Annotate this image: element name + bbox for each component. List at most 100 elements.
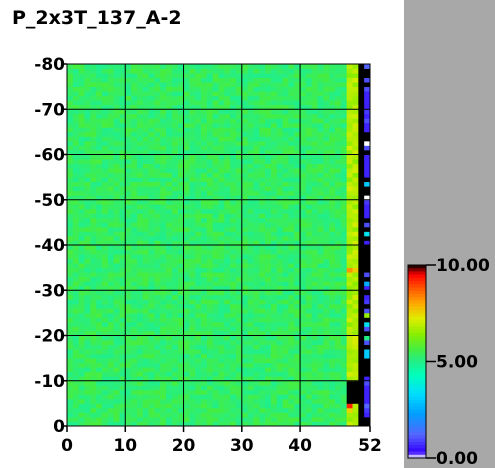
heatmap-cell — [148, 394, 155, 400]
heatmap-cell — [276, 326, 283, 332]
heatmap-cell — [189, 344, 196, 350]
heatmap-cell — [154, 86, 161, 92]
heatmap-cell — [125, 389, 132, 395]
heatmap-cell — [148, 367, 155, 373]
heatmap-cell — [317, 249, 324, 255]
heatmap-cell — [166, 113, 173, 119]
heatmap-cell — [90, 91, 97, 97]
heatmap-cell — [294, 109, 301, 115]
heatmap-cell — [131, 276, 138, 282]
heatmap-cell — [241, 199, 249, 205]
heatmap-cell — [125, 249, 132, 255]
heatmap-cell — [265, 416, 272, 422]
heatmap-cell — [201, 86, 208, 92]
heatmap-cell — [329, 407, 336, 413]
heatmap-cell — [235, 159, 243, 164]
heatmap-cell — [311, 136, 318, 142]
heatmap-cell — [364, 154, 371, 160]
heatmap-cell — [90, 172, 97, 178]
heatmap-cell — [218, 231, 225, 237]
heatmap-cell — [148, 263, 155, 269]
heatmap-cell — [177, 64, 184, 69]
heatmap-cell — [241, 317, 249, 323]
heatmap-cell — [195, 235, 202, 241]
heatmap-cell — [90, 199, 97, 205]
heatmap-cell — [78, 109, 85, 115]
heatmap-cell — [131, 272, 138, 278]
heatmap-cell — [206, 64, 214, 69]
heatmap-cell — [305, 344, 313, 350]
heatmap-cell — [206, 281, 214, 287]
heatmap-cell — [96, 263, 103, 269]
heatmap-cell — [305, 208, 313, 214]
heatmap-cell — [72, 312, 80, 318]
heatmap-cell — [218, 263, 225, 269]
heatmap-cell — [84, 326, 91, 332]
heatmap-cell — [340, 186, 348, 192]
heatmap-cell — [195, 317, 202, 323]
heatmap-cell — [183, 412, 190, 418]
heatmap-cell — [90, 267, 97, 273]
heatmap-cell — [230, 245, 237, 250]
heatmap-cell — [84, 77, 91, 83]
heatmap-cell — [96, 249, 103, 255]
heatmap-cell — [84, 154, 91, 160]
heatmap-cell — [265, 412, 272, 418]
heatmap-cell — [270, 254, 278, 259]
heatmap-cell — [67, 118, 74, 124]
heatmap-cell — [78, 290, 85, 296]
heatmap-cell — [294, 226, 301, 232]
heatmap-cell — [346, 154, 353, 160]
heatmap-cell — [265, 258, 272, 264]
heatmap-cell — [177, 416, 184, 422]
heatmap-cell — [305, 276, 313, 282]
heatmap-cell — [113, 86, 120, 92]
heatmap-cell — [90, 73, 97, 78]
heatmap-cell — [323, 113, 330, 119]
heatmap-cell — [230, 77, 237, 83]
heatmap-cell — [142, 231, 149, 237]
heatmap-cell — [253, 159, 260, 164]
heatmap-cell — [166, 231, 173, 237]
heatmap-cell — [241, 177, 249, 183]
heatmap-cell — [311, 403, 318, 409]
heatmap-cell — [154, 95, 161, 101]
heatmap-cell — [212, 73, 219, 78]
heatmap-cell — [230, 104, 237, 110]
heatmap-cell — [72, 100, 80, 106]
heatmap-cell — [235, 64, 243, 69]
heatmap-cell — [340, 326, 348, 332]
heatmap-cell — [201, 412, 208, 418]
heatmap-cell — [201, 389, 208, 395]
heatmap-cell — [311, 131, 318, 137]
heatmap-cell — [346, 172, 353, 178]
heatmap-cell — [125, 122, 132, 128]
heatmap-cell — [235, 122, 243, 128]
heatmap-cell — [364, 335, 371, 341]
heatmap-cell — [346, 362, 353, 368]
heatmap-cell — [212, 213, 219, 219]
heatmap-cell — [177, 263, 184, 269]
heatmap-cell — [131, 213, 138, 219]
heatmap-cell — [78, 217, 85, 223]
heatmap-cell — [282, 371, 289, 377]
heatmap-cell — [276, 204, 283, 210]
heatmap-cell — [142, 367, 149, 373]
heatmap-cell — [282, 91, 289, 97]
heatmap-cell — [148, 303, 155, 309]
heatmap-cell — [206, 73, 214, 78]
heatmap-cell — [276, 186, 283, 192]
heatmap-cell — [323, 73, 330, 78]
heatmap-cell — [218, 163, 225, 169]
heatmap-cell — [212, 222, 219, 228]
heatmap-cell — [317, 394, 324, 400]
heatmap-cell — [230, 172, 237, 178]
heatmap-cell — [224, 122, 231, 128]
heatmap-cell — [171, 186, 179, 192]
heatmap-cell — [247, 254, 254, 259]
heatmap-cell — [136, 154, 144, 160]
heatmap-cell — [195, 353, 202, 359]
heatmap-cell — [340, 394, 348, 400]
heatmap-cell — [352, 344, 359, 350]
heatmap-cell — [160, 131, 167, 137]
